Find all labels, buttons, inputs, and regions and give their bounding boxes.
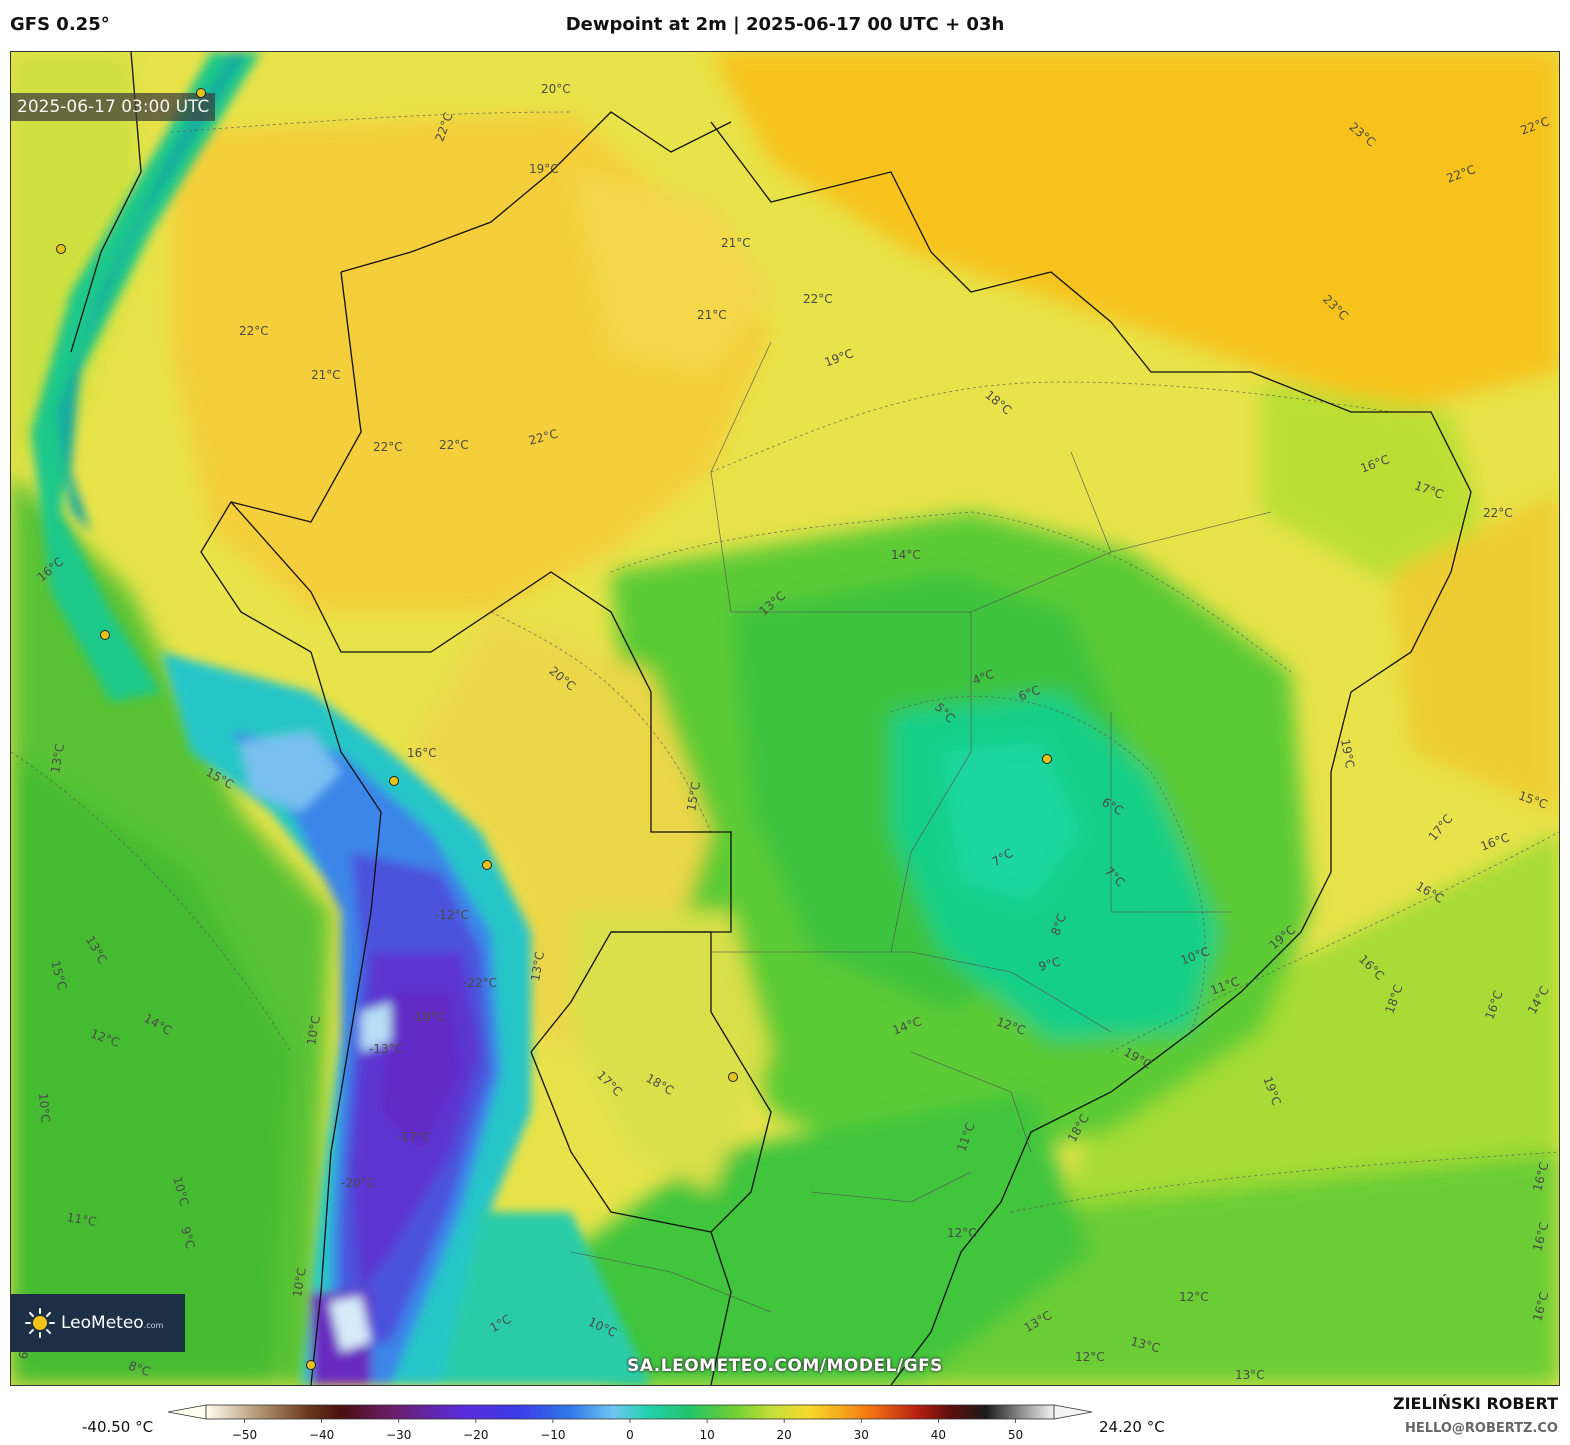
isotherm-label: 16°C [407,746,437,760]
isotherm-label: 13°C [1235,1368,1265,1382]
isotherm-label: 22°C [1483,506,1513,520]
brand-name: LeoMeteo.com [61,1313,164,1333]
city-marker[interactable] [100,630,110,640]
colorbar-tick-label: 30 [853,1428,869,1442]
colorbar-min-label: -40.50 °C [82,1418,154,1436]
isotherm-label: -20°C [341,1176,375,1190]
sun-icon [25,1308,55,1338]
isotherm-label: 22°C [239,324,269,338]
colorbar-tick-label: 20 [776,1428,792,1442]
isotherm-label: 14°C [891,548,921,562]
isotherm-label: -17°C [397,1130,431,1144]
source-url: SA.LEOMETEO.COM/MODEL/GFS [627,1356,943,1376]
map-title: Dewpoint at 2m | 2025-06-17 00 UTC + 03h [565,14,1005,35]
isotherm-label: -18°C [411,1010,445,1024]
colorbar-tick-label: −20 [463,1428,489,1442]
colorbar-max-label: 24.20 °C [1099,1418,1165,1436]
model-label: GFS 0.25° [10,14,110,35]
valid-time-badge: 2025-06-17 03:00 UTC [11,93,216,121]
isotherm-label: 22°C [373,440,403,454]
map-frame[interactable]: 2025-06-17 03:00 UTC 20°C 19°C 22°C 22°C 21°… [10,51,1560,1386]
city-marker[interactable] [306,1360,316,1370]
dewpoint-field [11,52,1559,1385]
isotherm-label: 22°C [803,292,833,306]
isotherm-label: 19°C [529,162,559,176]
author-email[interactable]: HELLO@ROBERTZ.CO [1404,1421,1558,1436]
city-marker[interactable] [1042,754,1052,764]
isotherm-lines [11,111,1559,1213]
city-marker[interactable] [56,244,66,254]
isotherm-label: -12°C [435,908,469,922]
city-marker[interactable] [389,776,399,786]
colorbar-tick-label: 50 [1007,1428,1024,1442]
city-marker[interactable] [196,88,206,98]
isotherm-label: 21°C [311,368,341,382]
isotherm-label: 21°C [721,236,751,250]
colorbar-tick-label: −50 [231,1428,258,1442]
colorbar-tick-label: 40 [930,1428,946,1442]
colorbar-tick-label: 0 [626,1428,634,1442]
state-borders [570,341,1272,1313]
author-name: ZIELIŃSKI ROBERT [1392,1394,1558,1413]
colorbar-tick-label: −30 [386,1428,412,1442]
leometeo-logo[interactable]: LeoMeteo.com [11,1294,185,1352]
colorbar-tick-label: −40 [308,1428,335,1442]
city-marker[interactable] [482,860,492,870]
city-marker[interactable] [728,1072,738,1082]
top-bar: GFS 0.25° Dewpoint at 2m | 2025-06-17 00… [0,0,1570,50]
isotherm-label: 12°C [947,1226,977,1240]
country-borders [70,52,1472,1385]
isotherm-label: 12°C [1179,1290,1209,1304]
colorbar-tick-label: −10 [540,1428,566,1442]
colorbar [167,1404,1093,1423]
isotherm-label: -13°C [369,1042,403,1056]
isotherm-label: 22°C [439,438,469,452]
isotherm-label: 12°C [1075,1350,1105,1364]
isotherm-label: 21°C [697,308,727,322]
isotherm-label: 10°C [36,1092,53,1124]
colorbar-area: -40.50 °C [0,1386,1570,1445]
colorbar-tick-label: 10 [699,1428,715,1442]
isotherm-label: -22°C [463,976,497,990]
isotherm-label: 20°C [541,82,571,96]
